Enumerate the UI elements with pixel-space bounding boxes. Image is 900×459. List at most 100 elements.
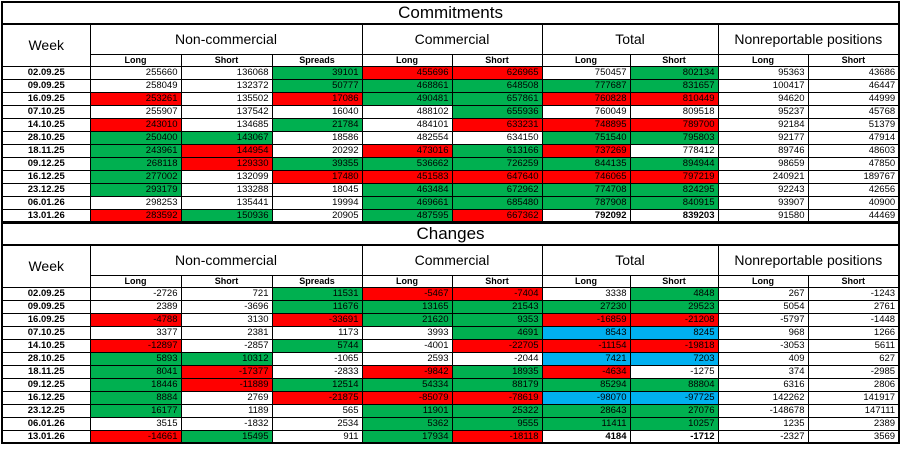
value-cell: 9555 [451,416,543,431]
value-cell: 298253 [89,195,182,210]
value-cell: 831657 [629,78,719,93]
value-cell: 43686 [807,65,900,80]
value-cell: 11901 [361,403,453,418]
value-cell: 2381 [180,325,273,340]
value-cell: 3515 [89,416,182,431]
value-cell: 778412 [629,143,719,158]
table-row: 23.12.25 293179 133288 18045 463484 672962 774… [1,182,900,197]
value-cell: 2761 [807,299,900,314]
value-cell: 4184 [541,429,631,444]
week-label: 14.10.25 [1,117,91,132]
value-cell: 840915 [629,195,719,210]
value-cell: 134685 [180,117,273,132]
value-cell: 132372 [180,78,273,93]
table-row: 28.10.25 250400 143067 18586 482554 634150 751… [1,130,900,145]
value-cell: 797219 [629,169,719,184]
week-label: 13.01.26 [1,208,91,223]
value-cell: 243010 [89,117,182,132]
value-cell: 39101 [271,65,363,80]
value-cell: 21620 [361,312,453,327]
value-cell: 473016 [361,143,453,158]
group-total: Total [541,23,719,55]
table-row: 16.12.25 277002 132099 17480 451583 647640 746… [1,169,900,184]
value-cell: 18045 [271,182,363,197]
table-row: 14.10.25 243010 134685 21784 484101 633231 748… [1,117,900,132]
week-header: Week [1,244,91,288]
value-cell: 13165 [361,299,453,314]
value-cell: 685480 [451,195,543,210]
value-cell: 27230 [541,299,631,314]
value-cell: 143067 [180,130,273,145]
week-label: 28.10.25 [1,130,91,145]
week-label: 18.11.25 [1,143,91,158]
value-cell: 839203 [629,208,719,223]
week-label: 16.09.25 [1,312,91,327]
value-cell: -12897 [89,338,182,353]
value-cell: 3377 [89,325,182,340]
group-commercial: Commercial [361,244,543,276]
subheader-long: Long [541,53,631,67]
value-cell: 726259 [451,156,543,171]
value-cell: -19818 [629,338,719,353]
value-cell: 16177 [89,403,182,418]
value-cell: 45768 [807,104,900,119]
value-cell: 3338 [541,286,631,301]
week-label: 09.09.25 [1,299,91,314]
value-cell: 648508 [451,78,543,93]
value-cell: 18446 [89,377,182,392]
value-cell: -1065 [271,351,363,366]
value-cell: 451583 [361,169,453,184]
value-cell: 253261 [89,91,182,106]
value-cell: -9842 [361,364,453,379]
value-cell: 2806 [807,377,900,392]
value-cell: 627 [807,351,900,366]
value-cell: 1189 [180,403,273,418]
value-cell: 11531 [271,286,363,301]
value-cell: 5744 [271,338,363,353]
value-cell: 92243 [717,182,809,197]
value-cell: -21208 [629,312,719,327]
value-cell: 5611 [807,338,900,353]
value-cell: 613166 [451,143,543,158]
week-label: 28.10.25 [1,351,91,366]
table-row: 02.09.25 -2726 721 11531 -5467 -7404 3338 4848 2… [1,286,900,301]
week-label: 14.10.25 [1,338,91,353]
week-label: 16.12.25 [1,169,91,184]
value-cell: 27076 [629,403,719,418]
value-cell: 47850 [807,156,900,171]
value-cell: 11676 [271,299,363,314]
value-cell: 565 [271,403,363,418]
value-cell: 283592 [89,208,182,223]
value-cell: 240921 [717,169,809,184]
value-cell: 10257 [629,416,719,431]
value-cell: 93907 [717,195,809,210]
value-cell: 721 [180,286,273,301]
week-label: 06.01.26 [1,195,91,210]
value-cell: 626965 [451,65,543,80]
group-total: Total [541,244,719,276]
value-cell: 2769 [180,390,273,405]
value-cell: 255907 [89,104,182,119]
value-cell: 536662 [361,156,453,171]
table-row: 16.09.25 -4788 3130 -33691 21620 9353 -16859 -2… [1,312,900,327]
value-cell: 150936 [180,208,273,223]
value-cell: 802134 [629,65,719,80]
value-cell: -4788 [89,312,182,327]
table-row: 13.01.26 -14661 15495 911 17934 -18118 4184 -17… [1,429,900,444]
table-row: 13.01.26 283592 150936 20905 487595 667362 792… [1,208,900,223]
value-cell: 144954 [180,143,273,158]
value-cell: 277002 [89,169,182,184]
value-cell: 746065 [541,169,631,184]
value-cell: 2389 [807,416,900,431]
value-cell: -18118 [451,429,543,444]
value-cell: 133288 [180,182,273,197]
value-cell: 2534 [271,416,363,431]
value-cell: 482554 [361,130,453,145]
week-label: 07.10.25 [1,325,91,340]
value-cell: -1275 [629,364,719,379]
value-cell: 7203 [629,351,719,366]
value-cell: 48603 [807,143,900,158]
value-cell: 751540 [541,130,631,145]
value-cell: -1448 [807,312,900,327]
